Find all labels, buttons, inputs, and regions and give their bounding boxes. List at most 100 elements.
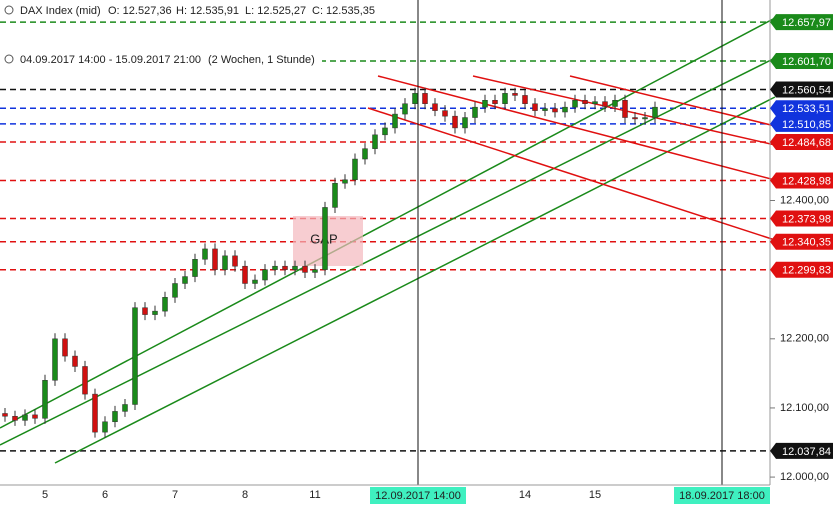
x-tick-label: 6 — [102, 489, 108, 501]
level-label: 12.299,83 — [782, 265, 831, 277]
candle-body — [272, 265, 278, 270]
candle-body — [72, 355, 78, 367]
candle-body — [382, 127, 388, 136]
level-label: 12.373,98 — [782, 213, 831, 225]
candle-body — [452, 115, 458, 129]
trend-lines: GAP — [0, 0, 776, 486]
candle-body — [142, 307, 148, 315]
candle-body — [352, 158, 358, 181]
candle-body — [632, 117, 638, 120]
candle-body — [52, 338, 58, 381]
candle-body — [322, 207, 328, 270]
candle-body — [392, 113, 398, 129]
candle-body — [92, 393, 98, 433]
candle-body — [422, 93, 428, 104]
y-tick-label: 12.400,00 — [780, 194, 829, 206]
ohlc: L: 12.525,27 — [245, 5, 306, 17]
candle-body — [102, 421, 108, 433]
candle-body — [202, 248, 208, 260]
candle-body — [622, 100, 628, 118]
candle-body — [192, 259, 198, 277]
candle-body — [402, 103, 408, 115]
level-label: 12.510,85 — [782, 119, 831, 131]
level-label: 12.560,54 — [782, 84, 831, 96]
subtitle: 04.09.2017 14:00 - 15.09.2017 21:00 — [20, 54, 201, 66]
instrument: DAX Index (mid) — [20, 5, 101, 17]
ohlc: H: 12.535,91 — [176, 5, 239, 17]
candle-body — [132, 307, 138, 405]
candle-body — [12, 415, 18, 421]
ohlc: O: 12.527,36 — [108, 5, 172, 17]
marker-box — [674, 487, 770, 504]
x-tick-label: 7 — [172, 489, 178, 501]
candle-body — [162, 297, 168, 312]
candle-body — [262, 269, 268, 281]
candle-body — [2, 413, 8, 417]
candle-body — [212, 248, 218, 270]
candle-body — [462, 117, 468, 129]
trend-line — [54, 96, 776, 464]
trend-line — [367, 107, 776, 241]
level-box — [770, 14, 833, 31]
candle-body — [372, 134, 378, 149]
level-box — [770, 442, 833, 459]
y-tick-label: 12.000,00 — [780, 471, 829, 483]
level-box — [770, 261, 833, 278]
candle-body — [42, 380, 48, 419]
level-label: 12.657,97 — [782, 17, 831, 29]
candle-body — [342, 179, 348, 184]
candle-body — [172, 283, 178, 298]
candle-body — [482, 100, 488, 108]
level-label: 12.340,35 — [782, 237, 831, 249]
level-box — [770, 233, 833, 250]
candle-body — [432, 103, 438, 111]
candle-body — [282, 265, 288, 270]
candle-body — [252, 279, 258, 284]
candle-body — [532, 103, 538, 111]
x-tick-label: 8 — [242, 489, 248, 501]
header: DAX Index (mid) O: 12.527,36 H: 12.535,9… — [0, 2, 375, 68]
level-label: 12.428,98 — [782, 175, 831, 187]
candle-body — [492, 100, 498, 104]
x-tick-label: 14 — [519, 489, 531, 501]
x-tick-label: 15 — [589, 489, 601, 501]
candle-body — [502, 93, 508, 104]
level-box — [770, 172, 833, 189]
candle-body — [522, 95, 528, 104]
candle-body — [122, 404, 128, 412]
candle-body — [302, 265, 308, 273]
marker-label: 12.09.2017 14:00 — [375, 490, 461, 502]
gap-box — [293, 216, 363, 266]
icon — [4, 54, 14, 64]
level-box — [770, 53, 833, 70]
level-label: 12.533,51 — [782, 103, 831, 115]
candle-body — [562, 106, 568, 113]
candle-body — [292, 265, 298, 270]
icon — [4, 5, 14, 15]
candle-body — [62, 338, 68, 357]
candle-body — [572, 100, 578, 108]
level-box — [770, 81, 833, 98]
candle-body — [602, 101, 608, 107]
candle-body — [182, 276, 188, 284]
header-bg — [0, 51, 322, 68]
level-box — [770, 133, 833, 150]
level-box — [770, 115, 833, 132]
candle-body — [652, 106, 658, 118]
level-label: 12.484,68 — [782, 137, 831, 149]
x-tick-label: 5 — [42, 489, 48, 501]
candle-body — [152, 310, 158, 315]
level-box — [770, 210, 833, 227]
candle-body — [312, 269, 318, 273]
candle-body — [112, 411, 118, 423]
candle-body — [82, 366, 88, 395]
ohlc: C: 12.535,35 — [312, 5, 375, 17]
trend-line — [569, 75, 776, 127]
candle-body — [232, 255, 238, 267]
trend-line — [0, 17, 776, 429]
period: (2 Wochen, 1 Stunde) — [208, 54, 315, 66]
marker-box — [370, 487, 466, 504]
level-label: 12.601,70 — [782, 56, 831, 68]
y-tick-label: 12.200,00 — [780, 333, 829, 345]
